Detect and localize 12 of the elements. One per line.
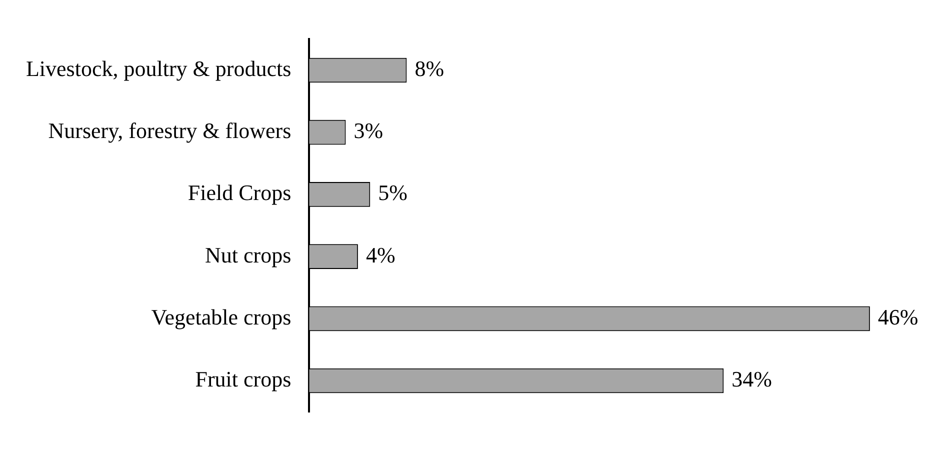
y-tick-label: Fruit crops	[195, 366, 292, 392]
data-label: 5%	[378, 180, 408, 206]
data-label: 3%	[354, 118, 384, 144]
y-tick-label: Field Crops	[188, 180, 292, 206]
data-label: 4%	[366, 242, 396, 268]
y-tick-label: Livestock, poultry & products	[26, 56, 292, 82]
y-tick-label: Nursery, forestry & flowers	[48, 118, 292, 144]
data-label: 46%	[878, 304, 918, 330]
y-tick-label: Nut crops	[205, 242, 292, 268]
data-label: 34%	[732, 366, 772, 392]
y-tick-label: Vegetable crops	[151, 304, 292, 330]
data-label: 8%	[414, 56, 444, 82]
